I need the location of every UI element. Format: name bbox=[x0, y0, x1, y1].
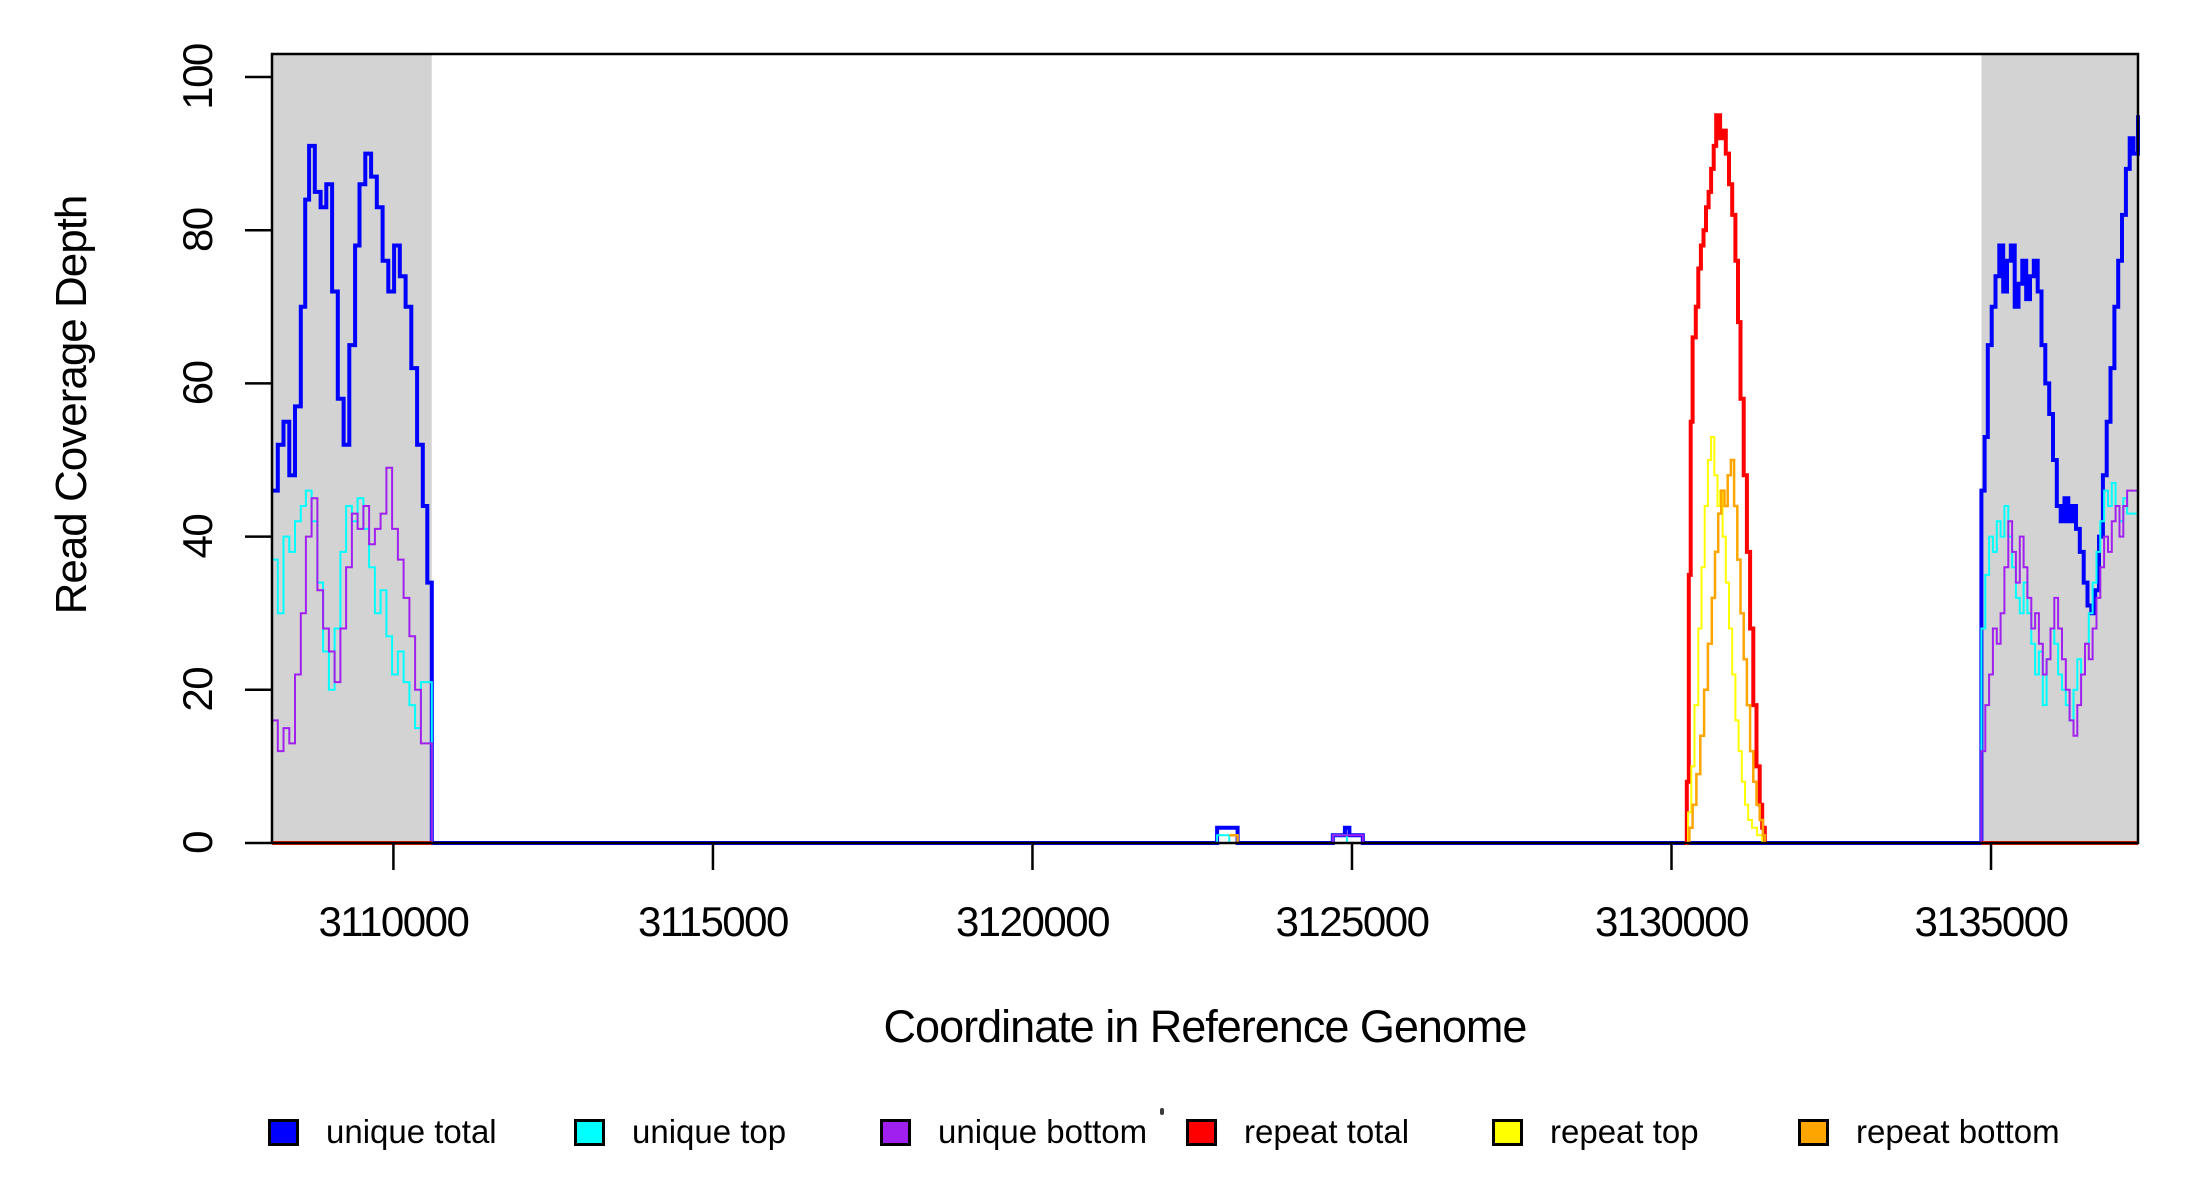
y-axis-title: Read Coverage Depth bbox=[47, 196, 96, 615]
y-tick-label: 40 bbox=[174, 515, 221, 559]
series-repeat-bottom bbox=[272, 458, 2138, 845]
series-unique-bottom bbox=[272, 466, 2139, 844]
series-unique-total bbox=[272, 115, 2140, 845]
axis-ticks-layer bbox=[245, 75, 1993, 870]
stray-dot-artifact bbox=[1160, 1108, 1164, 1115]
y-tick-label: 20 bbox=[174, 668, 221, 712]
y-tick-label: 100 bbox=[174, 44, 221, 110]
series-unique-top bbox=[272, 482, 2139, 844]
series-repeat-top bbox=[272, 436, 2138, 844]
x-tick-label: 3135000 bbox=[1915, 898, 2068, 945]
shaded-region-left-unique-block bbox=[272, 54, 432, 843]
y-tick-label: 0 bbox=[174, 832, 221, 854]
x-tick-label: 3115000 bbox=[638, 898, 788, 945]
x-tick-label: 3125000 bbox=[1275, 898, 1428, 945]
axis-tick-labels-layer: 3110000 3115000 3120000 3125000 3130000 31350… bbox=[174, 44, 2069, 945]
x-tick-label: 3120000 bbox=[956, 898, 1109, 945]
plot-frame bbox=[270, 52, 2140, 845]
x-axis-title: Coordinate in Reference Genome bbox=[884, 1001, 1527, 1052]
series-repeat-total bbox=[272, 113, 2138, 845]
x-tick-label: 3110000 bbox=[318, 898, 468, 945]
x-tick-label: 3130000 bbox=[1595, 898, 1748, 945]
shaded-regions-layer bbox=[272, 54, 2138, 843]
plot-frame-layer bbox=[270, 52, 2140, 845]
y-tick-label: 80 bbox=[174, 208, 221, 252]
y-tick-label: 60 bbox=[174, 361, 221, 405]
shaded-region-right-unique-block bbox=[1981, 54, 2138, 843]
series-layer bbox=[272, 113, 2140, 845]
